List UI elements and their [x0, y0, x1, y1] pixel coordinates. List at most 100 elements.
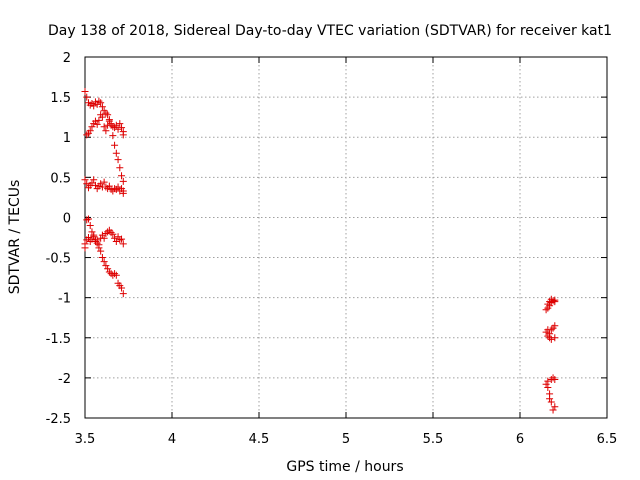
data-point-plus-marker [119, 290, 127, 298]
data-point-plus-marker [109, 230, 117, 238]
data-point-plus-marker [544, 377, 552, 385]
data-point-plus-marker [93, 120, 101, 128]
data-point-plus-marker [109, 132, 117, 140]
y-tick-label: 0.5 [50, 171, 71, 186]
data-point-plus-marker [104, 111, 112, 119]
data-point-plus-marker [81, 244, 89, 252]
data-point-plus-marker [104, 121, 112, 129]
data-point-plus-marker [91, 236, 99, 244]
y-tick-label: -1.5 [46, 332, 71, 347]
data-point-plus-marker [90, 231, 98, 239]
x-tick-label: 5 [342, 432, 350, 447]
data-point-plus-marker [83, 93, 91, 101]
data-point-plus-marker [97, 247, 105, 255]
data-point-plus-marker [81, 87, 89, 95]
grid-lines [85, 57, 607, 418]
data-point-plus-marker [547, 398, 555, 406]
data-point-plus-marker [90, 176, 98, 184]
data-point-plus-marker [112, 238, 120, 246]
chart-title: Day 138 of 2018, Sidereal Day-to-day VTE… [48, 23, 612, 39]
data-point-plus-marker [88, 123, 96, 131]
data-point-plus-marker [111, 234, 119, 242]
data-point-plus-marker [86, 101, 94, 109]
data-points [81, 87, 559, 414]
data-point-plus-marker [98, 254, 106, 262]
data-point-plus-marker [116, 120, 124, 128]
data-point-plus-marker [551, 322, 559, 330]
data-point-plus-marker [93, 100, 101, 108]
y-tick-label: -1 [58, 292, 71, 307]
data-point-plus-marker [118, 235, 126, 243]
data-point-plus-marker [86, 127, 94, 135]
data-point-plus-marker [105, 268, 113, 276]
data-point-plus-marker [83, 216, 91, 224]
data-point-plus-marker [84, 234, 92, 241]
axis-ticks [84, 56, 608, 419]
data-point-plus-marker [119, 128, 127, 136]
x-tick-label: 4 [168, 432, 176, 447]
y-tick-label: 0 [63, 211, 71, 226]
x-tick-label: 3.5 [75, 432, 96, 447]
data-point-plus-marker [546, 330, 554, 338]
data-point-plus-marker [100, 258, 108, 266]
y-tick-label: -2.5 [46, 412, 71, 427]
data-point-plus-marker [547, 335, 555, 343]
data-point-plus-marker [546, 395, 554, 403]
data-point-plus-marker [114, 125, 122, 133]
data-point-plus-marker [97, 99, 105, 107]
data-point-plus-marker [95, 97, 103, 105]
data-point-plus-marker [107, 229, 115, 237]
data-point-plus-marker [104, 228, 112, 236]
data-point-plus-marker [551, 375, 559, 383]
data-point-plus-marker [114, 183, 122, 191]
data-point-plus-marker [547, 326, 555, 334]
data-point-plus-marker [112, 121, 120, 129]
data-point-plus-marker [98, 103, 106, 111]
data-point-plus-marker [549, 297, 557, 305]
data-point-plus-marker [111, 141, 119, 149]
data-point-plus-marker [118, 284, 126, 292]
data-point-plus-marker [91, 181, 99, 189]
x-tick-label: 6 [516, 432, 524, 447]
x-tick-label: 6.5 [597, 432, 618, 447]
y-tick-labels: 2 1.5 1 0.5 0 -0.5 -1 -1.5 -2 -2.5 [46, 51, 71, 427]
data-point-plus-marker [551, 334, 559, 342]
data-point-plus-marker [551, 403, 559, 411]
data-point-plus-marker [104, 265, 112, 273]
data-point-plus-marker [105, 182, 113, 190]
data-point-plus-marker [100, 178, 108, 186]
y-tick-label: 1.5 [50, 91, 71, 106]
data-point-plus-marker [90, 102, 98, 110]
data-point-plus-marker [86, 221, 94, 229]
data-point-plus-marker [100, 234, 108, 242]
data-point-plus-marker [118, 172, 126, 180]
data-point-plus-marker [83, 180, 91, 188]
data-point-plus-marker [119, 240, 127, 248]
data-point-plus-marker [542, 380, 550, 388]
data-point-plus-marker [119, 187, 127, 195]
data-point-plus-marker [544, 384, 552, 392]
data-point-plus-marker [102, 262, 110, 270]
data-point-plus-marker [102, 109, 110, 117]
data-point-plus-marker [111, 270, 119, 278]
data-point-plus-marker [107, 120, 115, 128]
data-point-plus-marker [100, 123, 108, 131]
data-point-plus-marker [91, 117, 99, 125]
data-point-plus-marker [549, 374, 557, 382]
data-point-plus-marker [88, 228, 96, 236]
data-point-plus-marker [81, 176, 89, 184]
x-tick-label: 5.5 [423, 432, 444, 447]
data-point-plus-marker [114, 156, 122, 164]
data-point-plus-marker [102, 229, 110, 237]
x-axis-label: GPS time / hours [286, 459, 403, 475]
data-point-plus-marker [116, 164, 124, 172]
data-point-plus-marker [95, 116, 103, 124]
data-point-plus-marker [119, 177, 127, 185]
data-point-plus-marker [551, 298, 559, 306]
y-axis-label: SDTVAR / TECUs [7, 180, 23, 295]
data-point-plus-marker [111, 185, 119, 193]
data-point-plus-marker [97, 180, 105, 188]
data-point-plus-marker [84, 215, 92, 223]
data-point-plus-marker [112, 271, 120, 279]
